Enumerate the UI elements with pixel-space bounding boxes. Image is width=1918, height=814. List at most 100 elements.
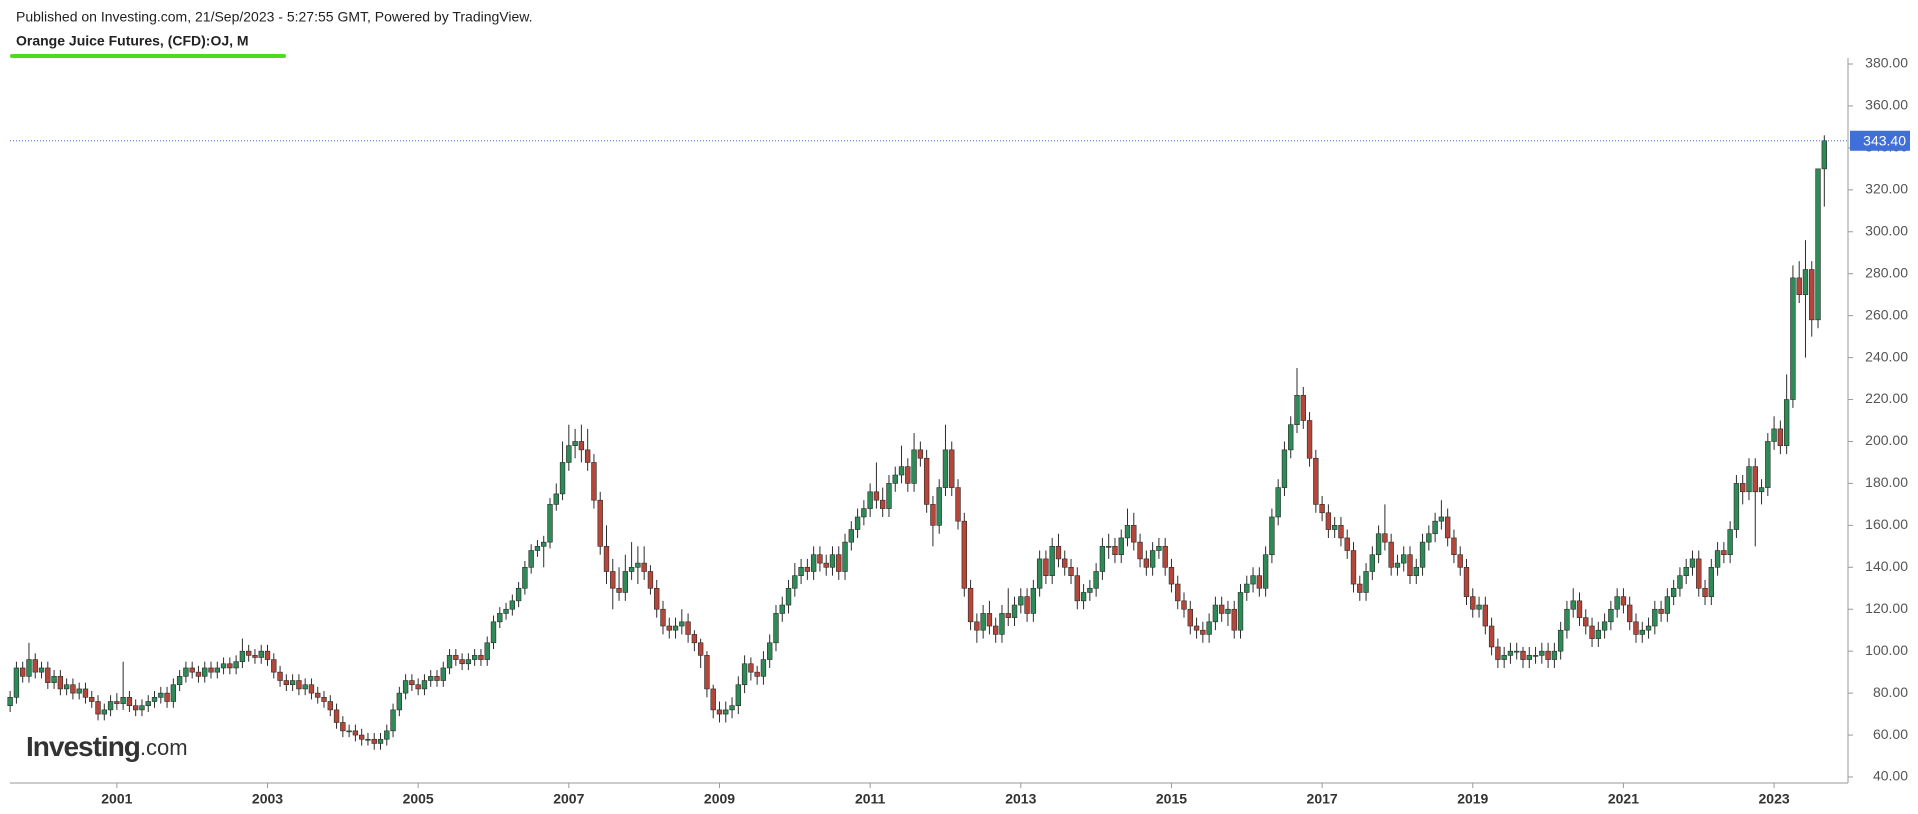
candle-body [358,734,365,740]
candle-body [490,621,497,644]
candle-body [710,688,716,711]
candle-body [1244,583,1250,593]
candle-body [321,697,327,702]
y-tick-label: 80.00 [1873,684,1908,700]
candle-body [798,566,804,576]
candle-body [961,520,967,589]
candle-body [999,613,1005,635]
y-tick-label: 260.00 [1865,306,1908,322]
candle-body [38,667,45,673]
candle-body [993,625,999,635]
candle-body [509,600,516,610]
candle-body [616,587,622,593]
candle-body [773,613,779,644]
candle-body [1350,550,1357,585]
candle-body [1765,441,1771,488]
candle-body [836,554,842,572]
candle-body [854,516,861,530]
candle-body [1124,525,1131,539]
candle-body [534,546,541,551]
candle-body [1444,516,1451,539]
candle-body [1589,625,1595,639]
candle-body [440,667,446,681]
candle-body [584,449,591,463]
candle-body [1212,604,1219,623]
candle-body [622,571,629,593]
x-tick-label: 2007 [553,791,584,807]
candle-body [1557,629,1564,652]
candle-body [1721,550,1727,556]
candle-body [1514,650,1520,653]
candle-body [1168,566,1175,585]
candle-body [861,508,867,518]
candle-body [1049,546,1055,576]
logo: Investing.com [26,731,188,762]
candle-body [1495,646,1501,660]
candle-body [95,701,101,715]
candle-body [1131,525,1137,543]
candle-body [1294,395,1300,425]
candle-body [515,587,522,602]
candle-body [1809,269,1815,321]
candle-body [628,566,635,572]
candle-body [898,466,905,476]
candle-body [139,705,145,711]
candle-body [842,541,848,572]
candle-body [271,659,277,673]
candle-body [672,625,679,631]
candle-body [955,487,961,522]
candle-body [1344,537,1350,551]
candle-body [1457,554,1463,568]
candle-body [327,701,333,711]
candle-body [1777,428,1784,446]
candle-body [1193,625,1200,631]
candle-body [1030,587,1037,614]
candle-body [1758,487,1765,493]
candle-body [735,684,742,707]
candle-body [214,667,220,673]
x-tick-label: 2011 [855,791,886,807]
candle-body [754,671,760,677]
candle-body [126,697,133,707]
candle-body [905,466,911,484]
candle-body [1388,541,1394,568]
candle-body [597,499,603,547]
candle-body [220,663,227,669]
candle-body [522,566,528,589]
candle-body [566,445,572,463]
candle-body [829,554,836,568]
candle-body [1802,269,1809,295]
candle-body [779,604,785,614]
y-tick-label: 300.00 [1865,222,1908,238]
candle-body [1652,608,1658,627]
candle-body [82,688,89,698]
candle-body [195,671,202,677]
candle-body [986,613,993,627]
candle-body [1231,608,1237,631]
candle-body [1790,277,1796,400]
candle-body [1702,587,1708,597]
candle-body [823,562,829,568]
candle-body [258,650,264,658]
candle-body [804,566,811,572]
candle-body [1206,621,1212,635]
candle-body [176,676,183,686]
y-tick-label: 100.00 [1865,642,1908,658]
candle-body [471,655,478,660]
candle-body [729,705,735,711]
candle-body [7,697,13,707]
candle-body [1419,541,1426,568]
candle-body [949,449,955,488]
candle-body [974,621,980,631]
candle-body [685,621,691,635]
y-tick-label: 180.00 [1865,474,1908,490]
candle-body [333,709,340,723]
candle-body [1752,466,1758,493]
candle-body [402,680,409,694]
candle-body [1727,529,1733,556]
candle-body [371,738,377,744]
candle-body [1645,625,1652,631]
candle-body [1250,575,1256,585]
candle-body [1407,554,1413,576]
candle-body [1143,558,1150,568]
